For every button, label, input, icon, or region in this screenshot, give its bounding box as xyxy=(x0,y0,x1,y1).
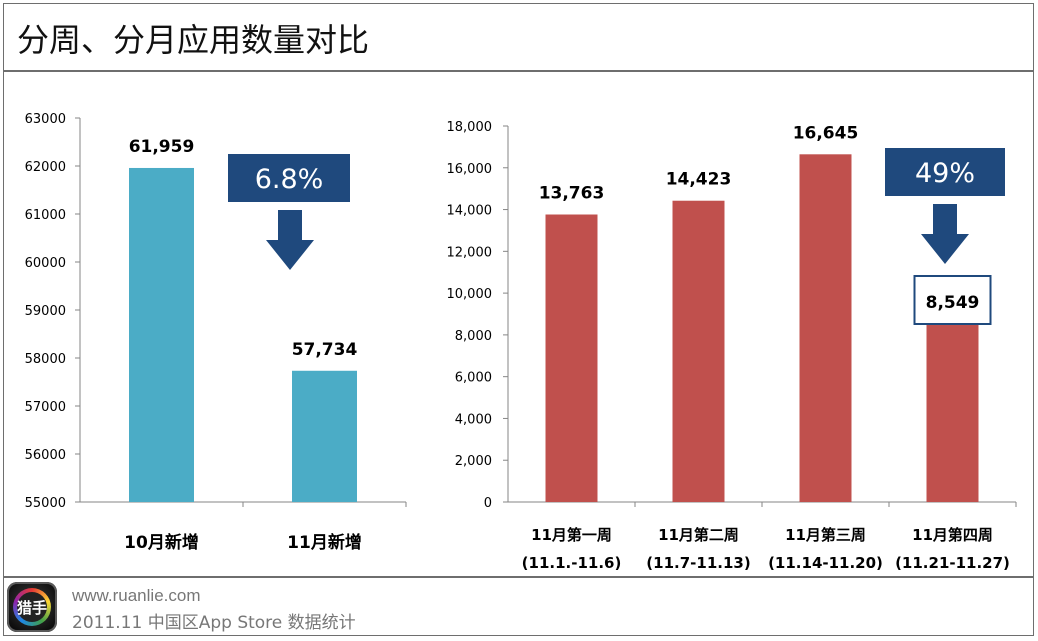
y-tick-label: 55000 xyxy=(25,496,66,511)
y-tick-label: 62000 xyxy=(25,160,66,175)
category-label: 11月第二周 xyxy=(658,526,739,544)
callout-box xyxy=(885,148,1005,196)
bar xyxy=(129,167,194,502)
callout-text: 49% xyxy=(915,158,975,189)
bar xyxy=(672,200,725,503)
category-label: 11月新增 xyxy=(287,532,362,553)
category-sublabel: (11.14-11.20) xyxy=(768,554,883,572)
data-label: 57,734 xyxy=(292,340,358,360)
y-tick-label: 60000 xyxy=(25,256,66,271)
category-label: 11月第三周 xyxy=(785,526,866,544)
footer-caption: 2011.11 中国区App Store 数据统计 xyxy=(72,613,356,633)
slide-frame xyxy=(3,3,1034,636)
category-label: 10月新增 xyxy=(124,532,199,553)
y-tick-label: 58000 xyxy=(25,352,66,367)
y-tick-label: 6,000 xyxy=(455,371,492,386)
down-arrow-icon xyxy=(266,210,314,270)
y-tick-label: 59000 xyxy=(25,304,66,319)
y-tick-label: 0 xyxy=(484,496,492,511)
page-title: 分周、分月应用数量对比 xyxy=(17,21,370,59)
footer-url: www.ruanlie.com xyxy=(72,586,201,605)
logo-text: 猎手 xyxy=(17,592,47,622)
category-sublabel: (11.21-11.27) xyxy=(895,554,1010,572)
y-tick-label: 2,000 xyxy=(455,454,492,469)
y-tick-label: 14,000 xyxy=(447,204,493,219)
bar xyxy=(926,323,979,502)
footer-divider xyxy=(3,576,1034,578)
callout-text: 6.8% xyxy=(255,164,324,195)
data-label-box xyxy=(913,275,992,325)
data-label: 8,549 xyxy=(926,293,980,313)
y-tick-label: 18,000 xyxy=(447,120,493,135)
category-sublabel: (11.7-11.13) xyxy=(646,554,750,572)
down-arrow-icon xyxy=(921,204,969,264)
y-tick-label: 57000 xyxy=(25,400,66,415)
data-label: 61,959 xyxy=(129,137,195,157)
callout-box xyxy=(228,154,350,202)
y-tick-label: 10,000 xyxy=(447,287,493,302)
y-tick-label: 63000 xyxy=(25,112,66,127)
category-label: 11月第四周 xyxy=(912,526,993,544)
data-label: 13,763 xyxy=(539,184,605,204)
category-sublabel: (11.1.-11.6) xyxy=(522,554,622,572)
y-tick-label: 12,000 xyxy=(447,245,493,260)
title-divider xyxy=(3,70,1034,72)
y-tick-label: 4,000 xyxy=(455,412,492,427)
y-tick-label: 61000 xyxy=(25,208,66,223)
data-label: 16,645 xyxy=(793,123,859,143)
category-label: 11月第一周 xyxy=(531,526,612,544)
ruanlie-logo-icon: 猎手 xyxy=(7,582,57,632)
y-tick-label: 8,000 xyxy=(455,329,492,344)
y-tick-label: 56000 xyxy=(25,448,66,463)
bar xyxy=(545,214,598,502)
bar xyxy=(292,370,357,502)
bar xyxy=(799,154,852,502)
data-label: 14,423 xyxy=(666,170,732,190)
y-tick-label: 16,000 xyxy=(447,162,493,177)
